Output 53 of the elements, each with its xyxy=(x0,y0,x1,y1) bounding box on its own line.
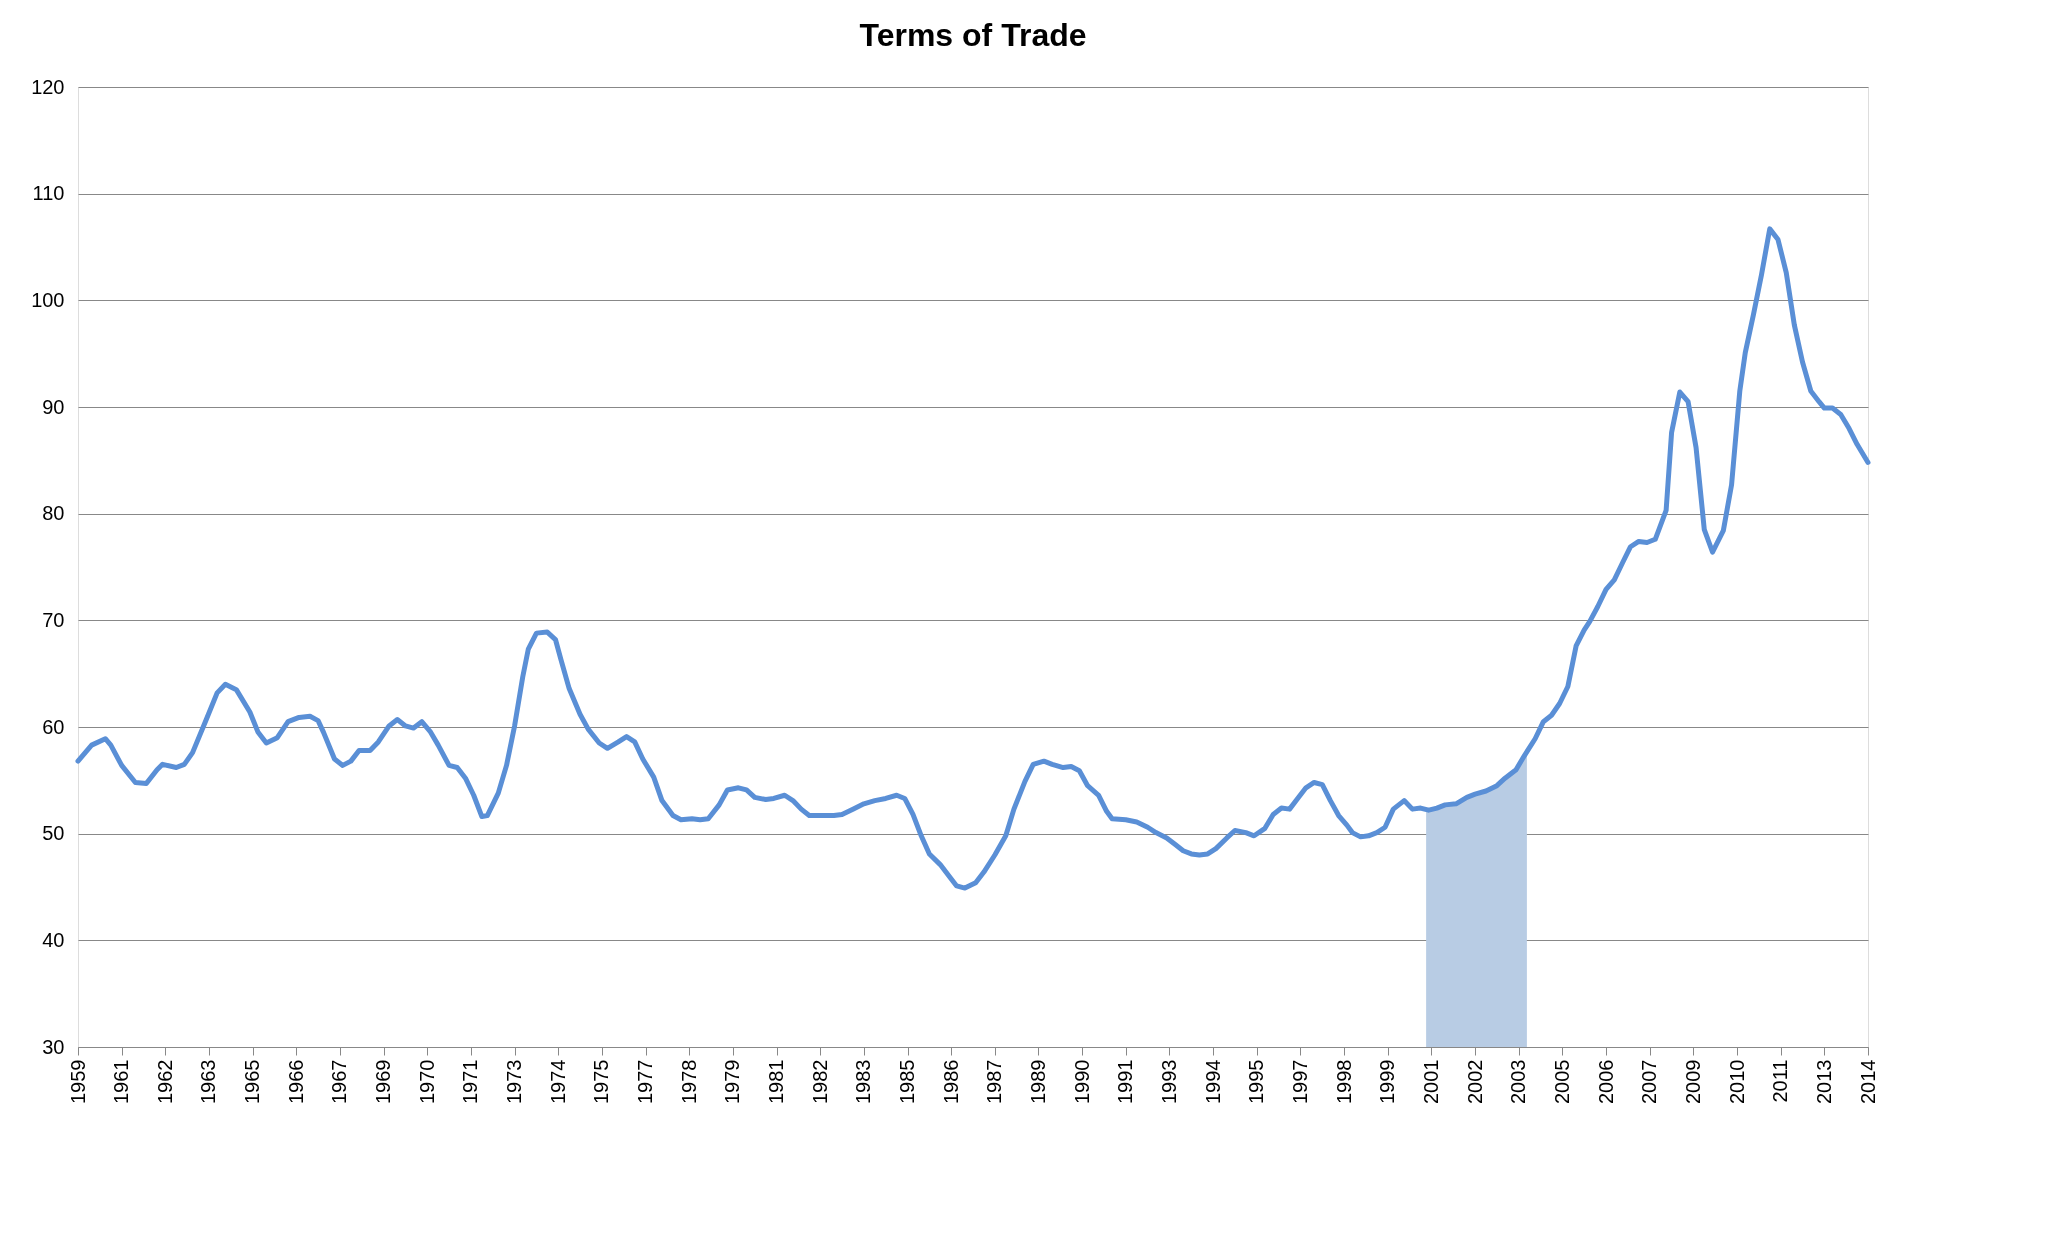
x-tick-label: 1963 xyxy=(197,1059,220,1104)
y-tick-label: 110 xyxy=(32,182,65,205)
x-tick-label: 1959 xyxy=(66,1059,89,1104)
x-tick-label: 1961 xyxy=(110,1059,133,1104)
x-tick-label: 1970 xyxy=(415,1059,438,1104)
y-tick-label: 100 xyxy=(31,288,65,311)
x-tick-label: 1977 xyxy=(634,1059,657,1104)
x-tick-label: 2006 xyxy=(1594,1059,1617,1104)
x-tick-label: 1998 xyxy=(1332,1059,1355,1104)
chart-title: Terms of Trade xyxy=(859,17,1087,53)
x-tick-label: 1990 xyxy=(1070,1059,1093,1104)
y-tick-label: 30 xyxy=(42,1035,65,1058)
x-tick-label: 1966 xyxy=(284,1059,307,1104)
y-tick-label: 90 xyxy=(42,395,65,418)
x-tick-label: 1985 xyxy=(896,1059,919,1104)
x-tick-label: 1986 xyxy=(939,1059,962,1104)
x-tick-label: 2011 xyxy=(1769,1059,1792,1103)
y-tick-label: 50 xyxy=(42,822,65,845)
x-tick-label: 2013 xyxy=(1812,1059,1835,1104)
x-tick-label: 1995 xyxy=(1245,1059,1268,1104)
x-tick-label: 2001 xyxy=(1419,1059,1442,1104)
x-tick-label: 2010 xyxy=(1725,1059,1748,1104)
x-tick-label: 1981 xyxy=(765,1059,788,1104)
x-tick-label: 2014 xyxy=(1856,1059,1879,1104)
x-tick-label: 2009 xyxy=(1681,1059,1704,1104)
x-tick-label: 1997 xyxy=(1288,1059,1311,1104)
x-tick-label: 1974 xyxy=(546,1059,569,1104)
x-tick-label: 1983 xyxy=(852,1059,875,1104)
x-tick-label: 1969 xyxy=(372,1059,395,1104)
x-tick-label: 1989 xyxy=(1026,1059,1049,1104)
x-tick-label: 2003 xyxy=(1507,1059,1530,1104)
y-tick-label: 60 xyxy=(42,715,65,738)
x-tick-label: 1993 xyxy=(1157,1059,1180,1104)
x-tick-label: 1971 xyxy=(459,1059,482,1104)
x-tick-label: 2005 xyxy=(1550,1059,1573,1104)
x-tick-label: 1994 xyxy=(1201,1059,1224,1104)
x-tick-label: 1991 xyxy=(1114,1059,1137,1104)
y-tick-label: 40 xyxy=(42,928,65,951)
x-tick-label: 1978 xyxy=(677,1059,700,1104)
x-tick-label: 1987 xyxy=(983,1059,1006,1104)
x-tick-label: 2007 xyxy=(1638,1059,1661,1104)
x-tick-label: 1967 xyxy=(328,1059,351,1104)
x-tick-label: 1965 xyxy=(241,1059,264,1104)
x-tick-label: 1962 xyxy=(153,1059,176,1104)
x-tick-label: 2002 xyxy=(1463,1059,1486,1104)
x-tick-label: 1979 xyxy=(721,1059,744,1104)
x-tick-label: 1973 xyxy=(503,1059,526,1104)
x-tick-label: 1982 xyxy=(808,1059,831,1104)
y-tick-label: 120 xyxy=(31,75,65,98)
y-tick-label: 70 xyxy=(42,608,65,631)
x-tick-label: 1975 xyxy=(590,1059,613,1104)
y-tick-label: 80 xyxy=(42,502,65,525)
x-tick-label: 1999 xyxy=(1376,1059,1399,1104)
